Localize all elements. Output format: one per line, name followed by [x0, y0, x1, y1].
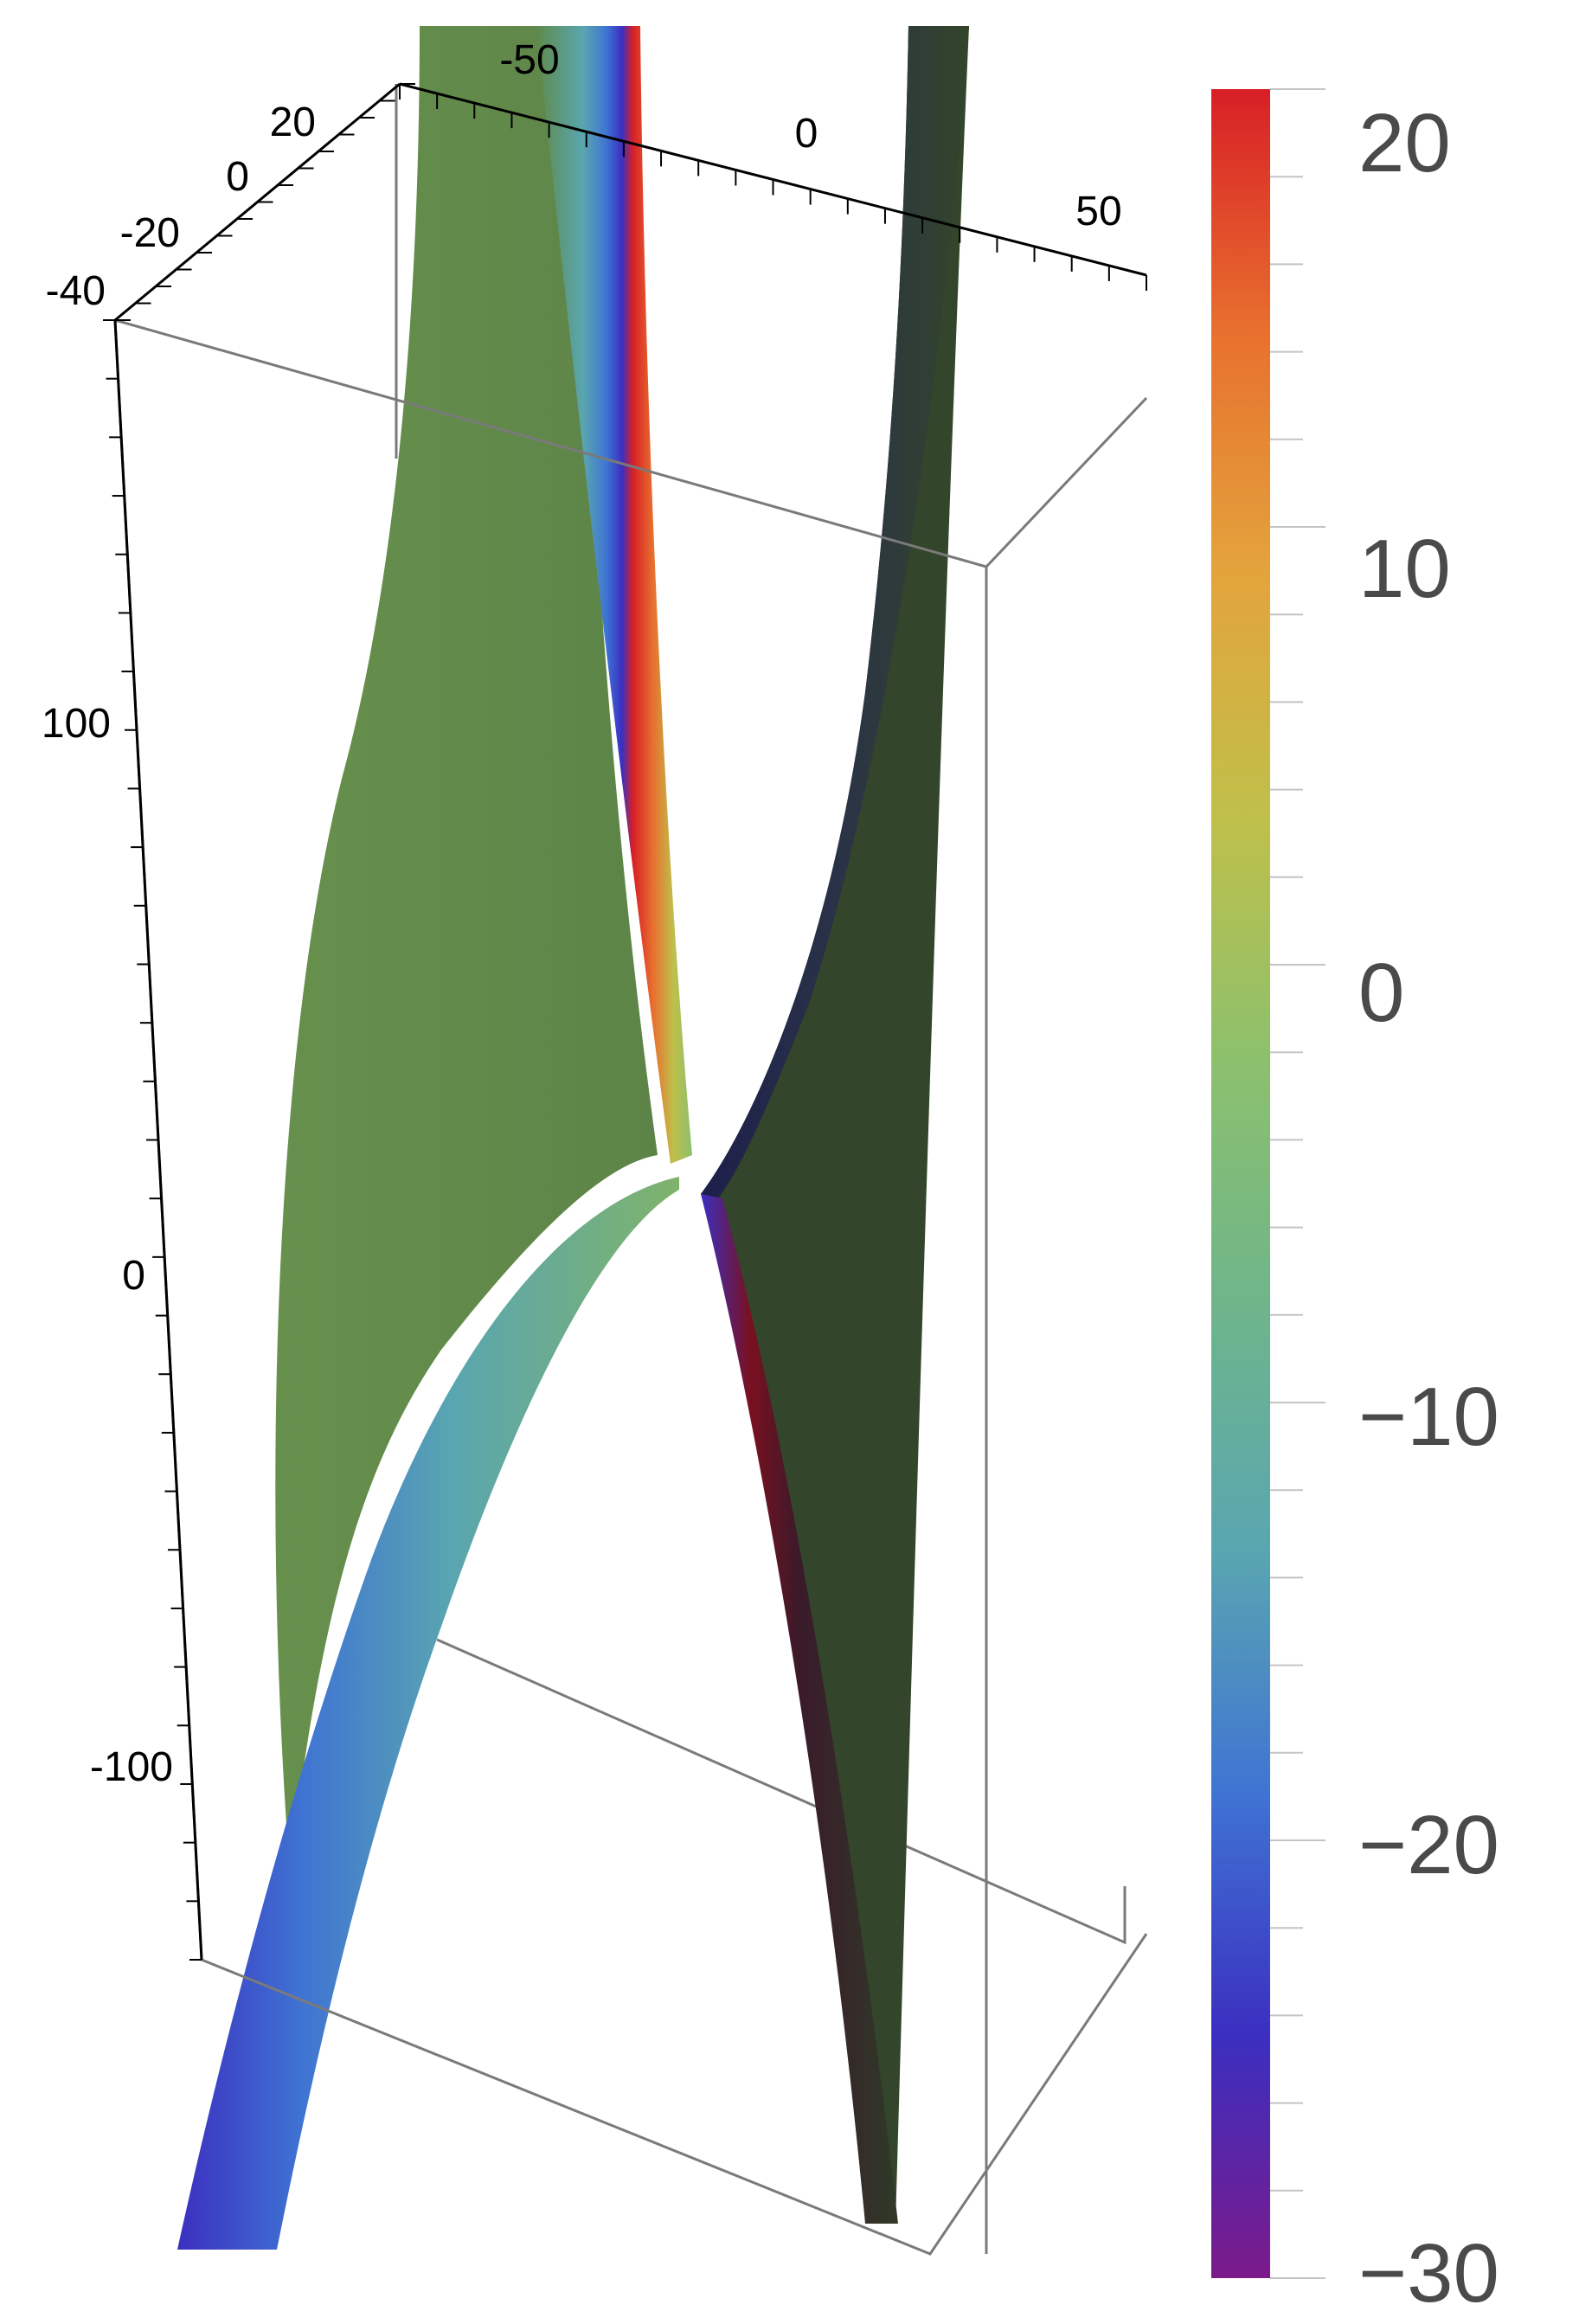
y-tick-labels: 20 0 -20 -40 — [46, 100, 316, 314]
y-tick-label: 0 — [226, 154, 249, 200]
y-tick-label: 20 — [270, 100, 316, 145]
y-tick-label: -20 — [120, 210, 180, 256]
colorbar-tick-label: 0 — [1358, 947, 1404, 1039]
colorbar-tick-label: −10 — [1358, 1371, 1499, 1463]
colorbar-bar — [1211, 89, 1270, 2278]
left-ribbon — [536, 26, 692, 1164]
colorbar: 20 10 0 −10 −20 −30 — [1211, 88, 1499, 2320]
colorbar-tick-label: −20 — [1358, 1799, 1499, 1891]
axes-3d: -50 0 50 20 0 -20 -40 100 0 -100 — [42, 37, 1147, 1961]
z-tick-labels: 100 0 -100 — [42, 701, 173, 1790]
lower-right-ribbon — [701, 1194, 898, 2224]
x-tick-label: -50 — [499, 37, 559, 83]
left-sheet — [275, 26, 658, 1873]
z-tick-label: -100 — [90, 1744, 173, 1790]
z-tick-label: 0 — [122, 1253, 145, 1299]
right-sheet — [701, 26, 969, 2224]
colorbar-tick-label: 10 — [1358, 523, 1451, 615]
colorbar-tick-labels: 20 10 0 −10 −20 −30 — [1358, 97, 1499, 2320]
x-tick-labels: -50 0 50 — [499, 37, 1121, 234]
colorbar-tick-label: 20 — [1358, 97, 1451, 189]
z-tick-label: 100 — [42, 701, 111, 747]
colorbar-tick-label: −30 — [1358, 2227, 1499, 2320]
lower-left-ribbon — [177, 1177, 679, 2250]
y-tick-label: -40 — [46, 268, 106, 314]
x-tick-label: 50 — [1075, 189, 1121, 234]
x-tick-label: 0 — [795, 111, 818, 157]
plot-box-back — [395, 84, 1126, 1945]
